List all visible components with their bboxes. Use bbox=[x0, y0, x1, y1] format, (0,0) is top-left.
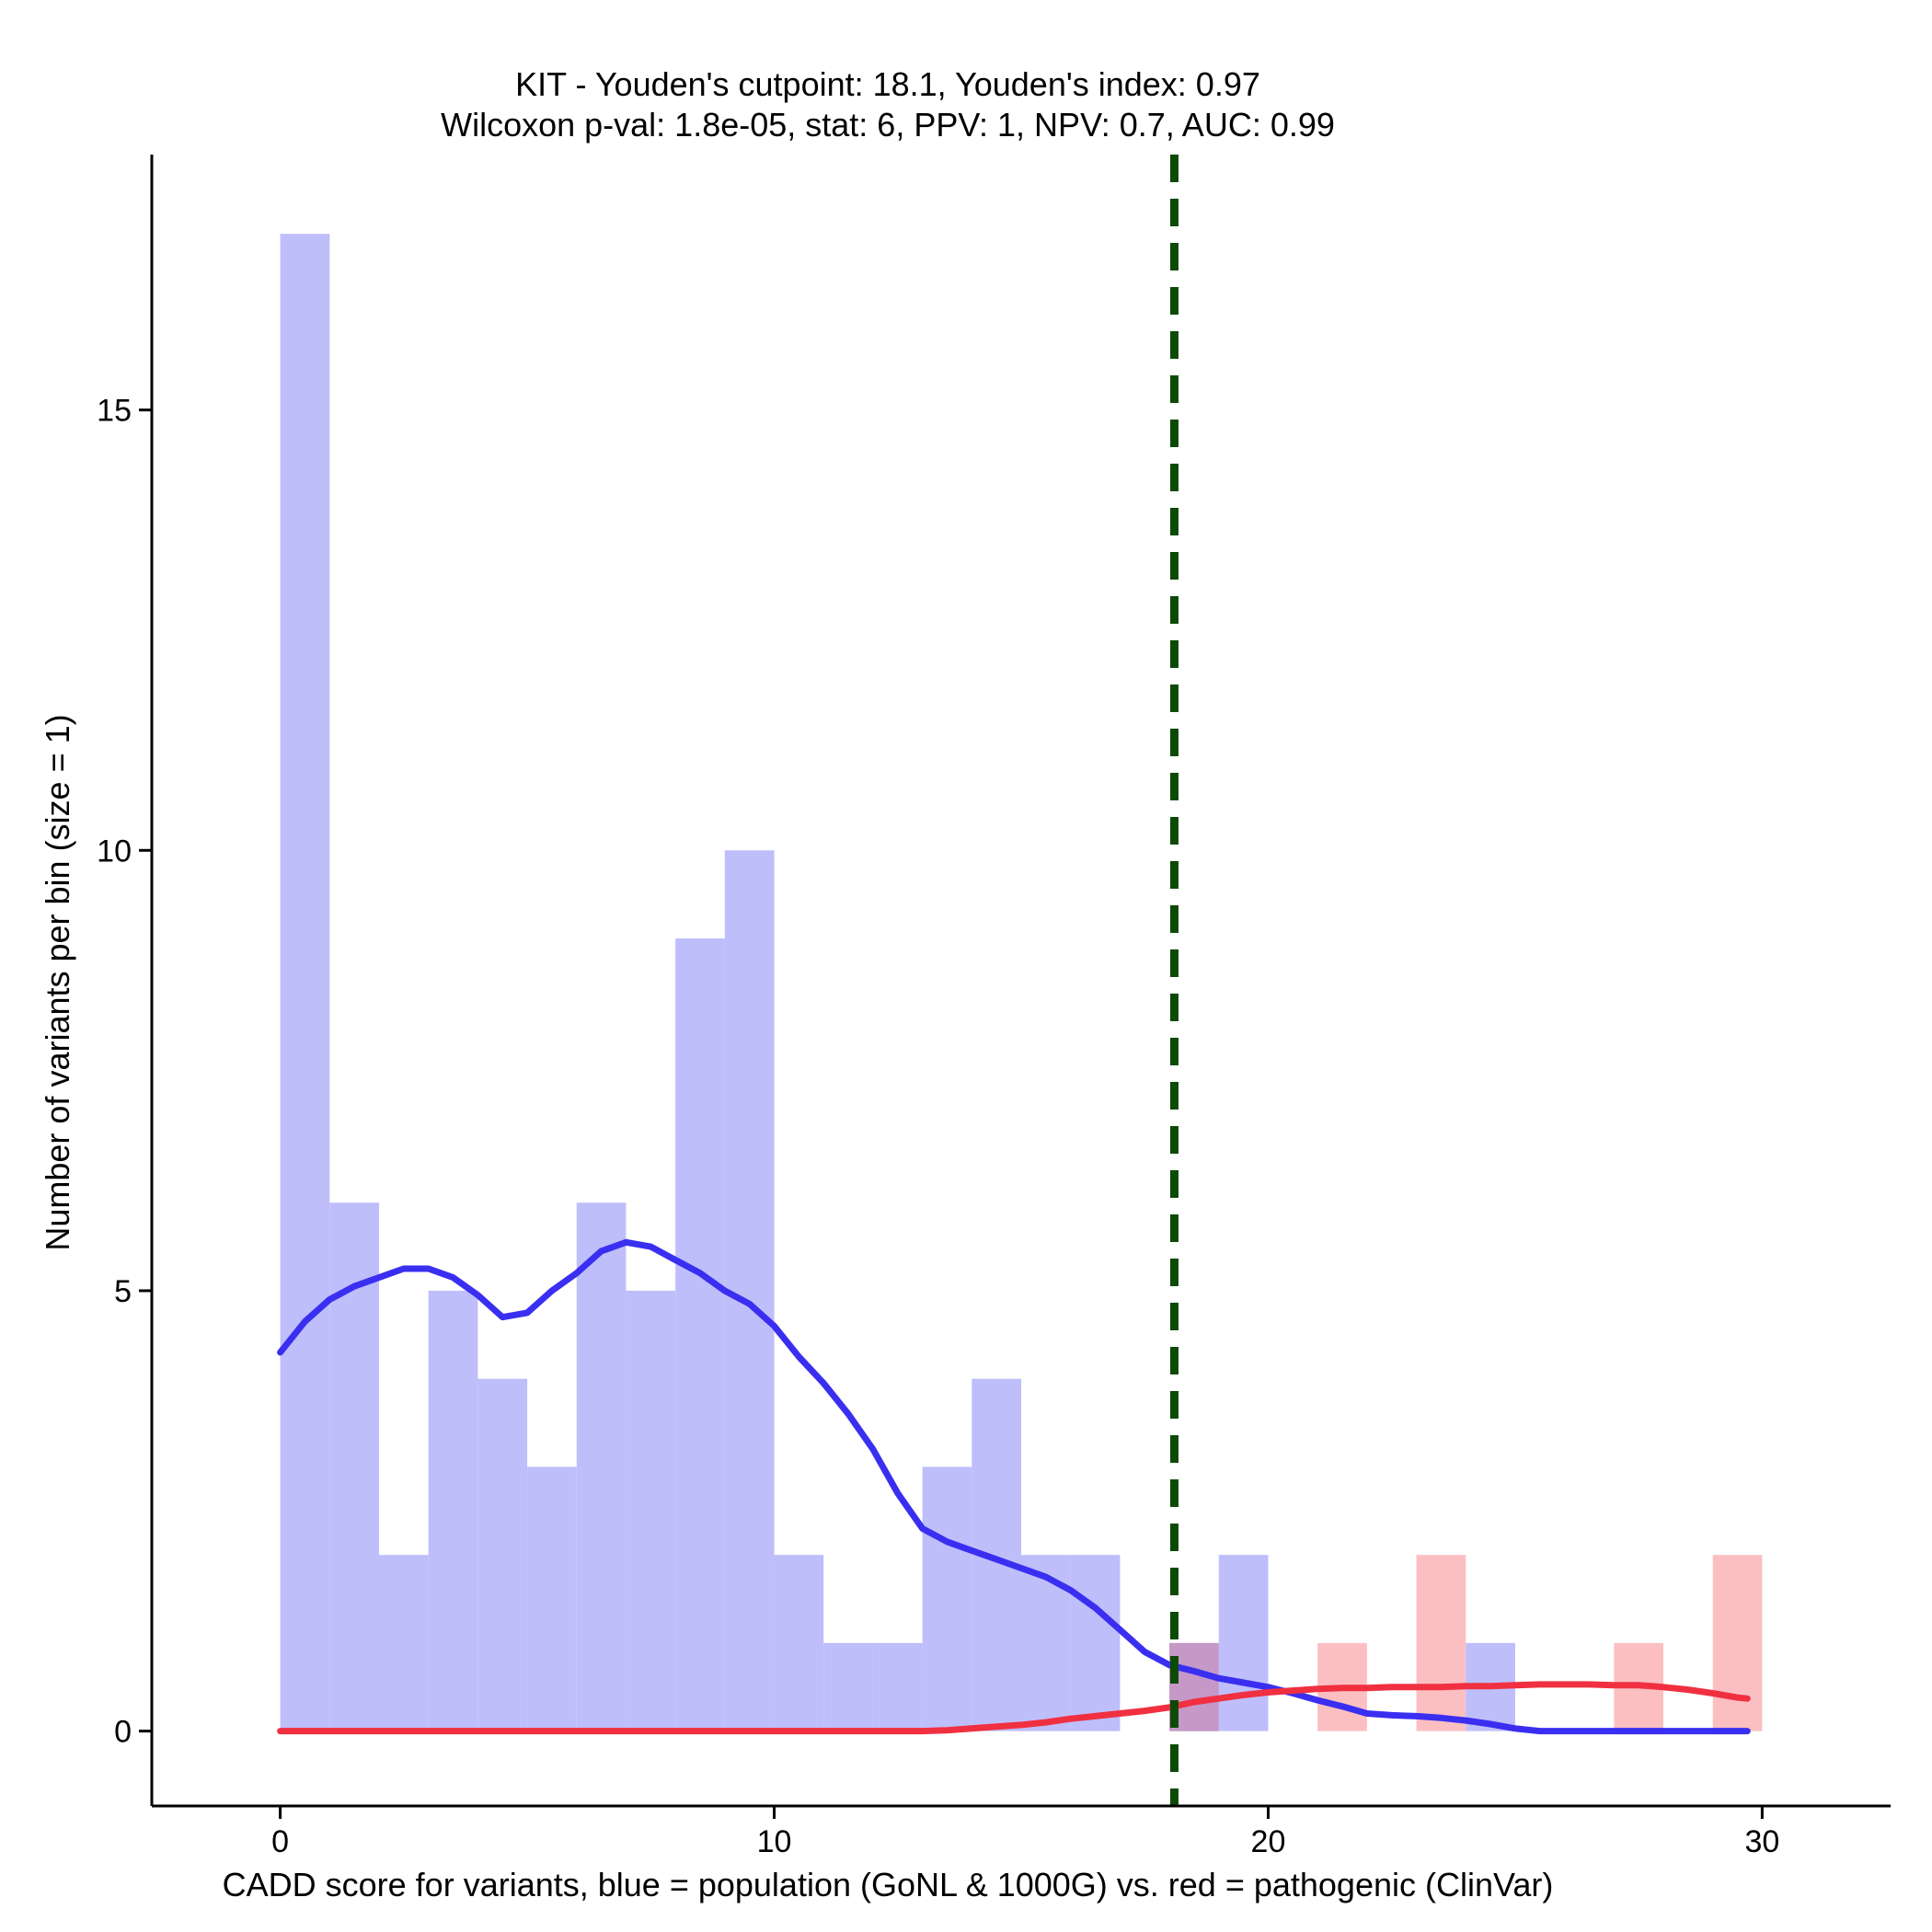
pathogenic-density-line bbox=[277, 1681, 1751, 1735]
population-bar bbox=[774, 1555, 824, 1731]
population-bar bbox=[675, 938, 725, 1731]
population-bar bbox=[527, 1466, 577, 1731]
density-lines bbox=[277, 1238, 1751, 1735]
y-tick-label: 10 bbox=[97, 834, 132, 868]
population-bar bbox=[378, 1555, 429, 1731]
population-bar bbox=[872, 1642, 923, 1731]
population-bar bbox=[626, 1290, 676, 1731]
x-tick-label: 30 bbox=[1744, 1824, 1779, 1859]
population-bar bbox=[329, 1202, 379, 1731]
population-bar bbox=[576, 1202, 627, 1731]
axes: 0 5 10 15 0 10 20 30 bbox=[97, 155, 1891, 1859]
y-tick-label: 15 bbox=[97, 394, 132, 429]
chart-title-line-1: KIT - Youden's cutpoint: 18.1, Youden's … bbox=[515, 65, 1260, 103]
population-bar bbox=[1070, 1555, 1121, 1731]
population-density-line bbox=[277, 1238, 1751, 1735]
x-tick-label: 10 bbox=[757, 1824, 792, 1859]
population-bar bbox=[1218, 1555, 1269, 1731]
population-bar bbox=[922, 1466, 972, 1731]
chart-title-line-2: Wilcoxon p-val: 1.8e-05, stat: 6, PPV: 1… bbox=[441, 106, 1335, 144]
pathogenic-bar bbox=[1712, 1555, 1763, 1731]
histogram-bars bbox=[280, 234, 1763, 1731]
y-axis-label: Number of variants per bin (size = 1) bbox=[39, 714, 76, 1250]
population-bar bbox=[724, 850, 775, 1731]
x-tick-label: 20 bbox=[1251, 1824, 1286, 1859]
y-tick-label: 0 bbox=[114, 1715, 132, 1750]
population-bar bbox=[1021, 1555, 1071, 1731]
population-bar bbox=[280, 234, 330, 1731]
population-bar bbox=[428, 1290, 478, 1731]
pathogenic-bar bbox=[1416, 1555, 1466, 1731]
x-tick-label: 0 bbox=[271, 1824, 289, 1859]
population-bar bbox=[477, 1378, 528, 1731]
y-tick-label: 5 bbox=[114, 1274, 132, 1309]
x-axis-label: CADD score for variants, blue = populati… bbox=[223, 1866, 1554, 1903]
population-bar bbox=[823, 1642, 873, 1731]
